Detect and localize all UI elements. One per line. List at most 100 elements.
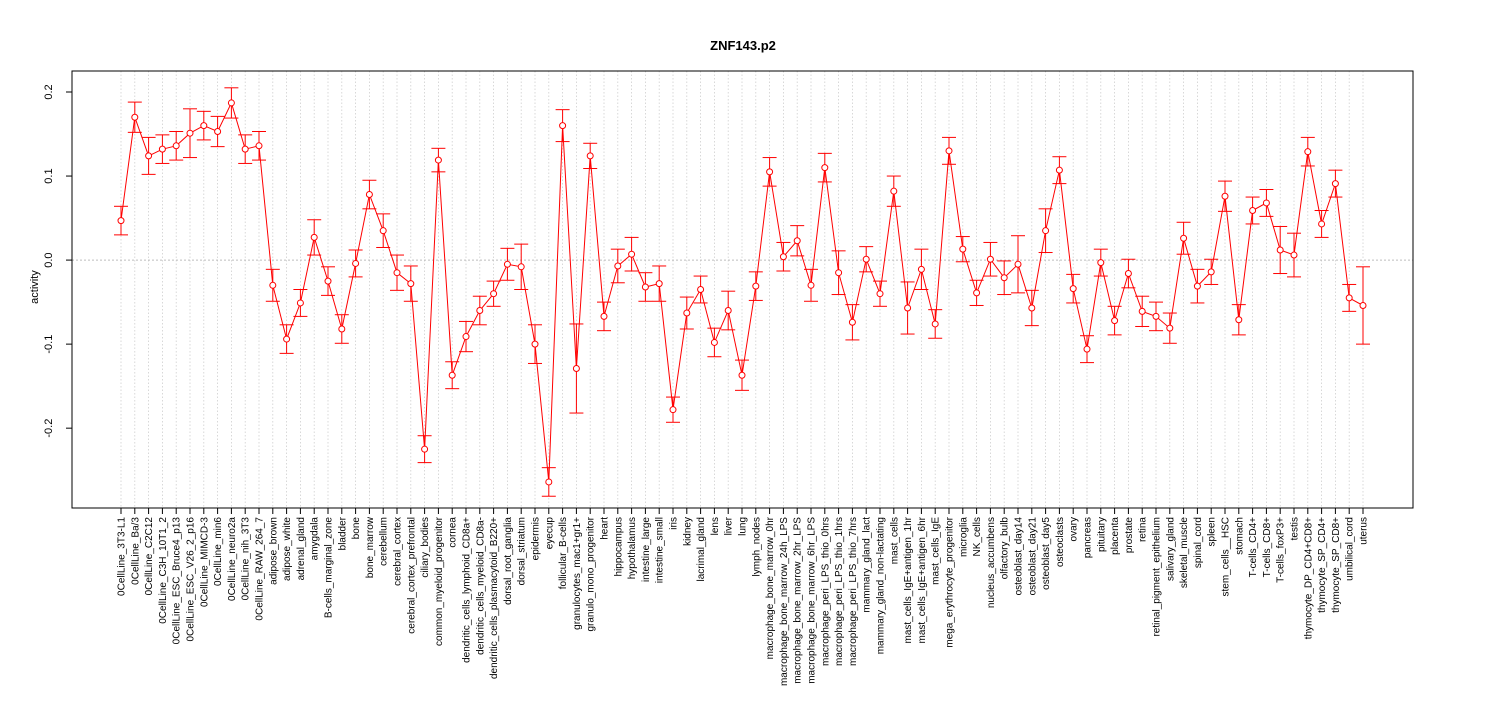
data-point [214,128,222,136]
x-tick-label: cerebral_cortex [393,517,404,586]
x-tick-label: kidney [682,517,693,546]
data-point [835,269,843,277]
data-point [876,290,884,298]
data-point [848,318,856,326]
data-point [227,99,235,107]
x-tick-label: lymph_nodes [751,517,762,576]
data-point [779,253,787,261]
x-tick-label: spleen [1207,517,1218,546]
data-point [973,289,981,297]
data-point [269,281,277,289]
x-tick-label: macrophage_peri_LPS_thio_0hrs [820,517,831,666]
x-tick-label: osteoclasts [1055,517,1066,567]
x-tick-label: macrophage_peri_LPS_thio_7hrs [848,517,859,666]
data-point [1097,259,1105,267]
data-point [793,237,801,245]
data-point [145,152,153,160]
data-point [904,304,912,312]
x-tick-label: cerebellum [379,517,390,566]
data-point [117,217,125,225]
x-tick-label: 0CellLine_3T3-L1 [117,517,128,596]
x-tick-label: macrophage_bone_marrow_24h_LPS [779,517,790,686]
y-axis: -0.2 -0.1 0.0 0.1 0.2 [43,84,73,438]
x-tick-label: common_myeloid_progenitor [434,516,445,646]
x-tick-label: macrophage_bone_marrow_6hr_LPS [807,517,818,684]
plot-area [114,87,1370,497]
data-point [821,164,829,172]
x-tick-label: umbilical_cord [1345,517,1356,581]
x-tick-label: uterus [1359,517,1370,545]
x-tick-label: cornea [448,517,459,548]
data-point [1028,304,1036,312]
x-tick-label: bladder [337,516,348,550]
data-point [1055,166,1063,174]
data-point [1124,270,1132,278]
data-point [641,283,649,291]
data-point [352,259,360,267]
x-tick-label: heart [600,517,611,540]
data-point [255,142,263,150]
data-point [559,122,567,130]
data-point [945,147,953,155]
x-tick-label: mast_cells_IgE [931,517,942,585]
data-point [1262,199,1270,207]
data-point [324,277,332,285]
x-tick-label: macrophage_peri_LPS_thio_1hrs [834,517,845,666]
data-point [807,281,815,289]
data-point [393,269,401,277]
x-tick-label: lacrimal_gland [696,517,707,581]
x-tick-label: placenta [1110,517,1121,555]
x-tick-label: thymocyte_SP_CD4+ [1317,517,1328,613]
data-point [1166,324,1174,332]
x-tick-label: stomach [1234,517,1245,555]
data-point [462,333,470,341]
data-point [1042,227,1050,235]
x-tick-label: bone [351,517,362,540]
x-tick-label: T-cells_CD4+ [1248,517,1259,577]
x-tick-label: adipose_brown [268,517,279,585]
x-tick-label: iris [669,517,680,530]
data-point [379,227,387,235]
x-tick-label: 0CellLine_min6 [213,517,224,586]
x-tick-label: hypothalamus [627,517,638,579]
data-point [517,263,525,271]
x-tick-label: 0CellLine_Ba/3 [130,517,141,585]
data-point [1014,260,1022,268]
data-point [1359,301,1367,309]
x-tick-label: 0CellLine_RAW_264_7 [255,517,266,621]
data-point [1345,294,1353,302]
x-tick-label: prostate [1124,517,1135,554]
x-tick-label: olfactory_bulb [1000,517,1011,580]
x-tick-label: salivary_gland [1165,517,1176,581]
data-point [697,286,705,293]
x-tick-label: 0CellLine_ESC_Bruce4_p13 [172,517,183,645]
data-point [310,233,318,241]
data-point [1235,316,1243,324]
data-point [172,142,180,150]
x-tick-label: skeletal_muscle [1179,517,1190,589]
data-point [448,371,456,379]
x-tick-label: ovary [1069,517,1080,541]
x-tick-label: mast_cells [889,517,900,564]
data-point [1221,192,1229,200]
data-point [338,325,346,333]
data-point [600,312,608,320]
data-point [1249,207,1257,215]
data-point [1000,274,1008,282]
data-point [1083,345,1091,353]
x-tick-label: dendritic_cells_lymphoid_CD8a+ [462,517,473,663]
x-tick-label: mast_cells_IgE+antigen_1hr [903,516,914,643]
x-tick-label: macrophage_bone_marrow_0hr [765,516,776,659]
x-tick-label: testis [1290,517,1301,540]
x-tick-label: pituitary [1096,517,1107,552]
x-tick-label: 0CellLine_C2C12 [144,517,155,596]
data-point [1152,312,1160,320]
x-tick-label: cerebral_cortex_prefrontal [406,517,417,634]
data-point [1138,307,1146,315]
x-tick-label: T-cells_CD8+ [1262,517,1273,577]
x-tick-label: dendritic_cells_myeloid_CD8a- [475,517,486,655]
x-tick-label: mammary_gland_lact [862,517,873,613]
x-tick-label: nucleus_accumbens [986,517,997,608]
data-point [890,187,898,195]
data-point [503,260,511,268]
